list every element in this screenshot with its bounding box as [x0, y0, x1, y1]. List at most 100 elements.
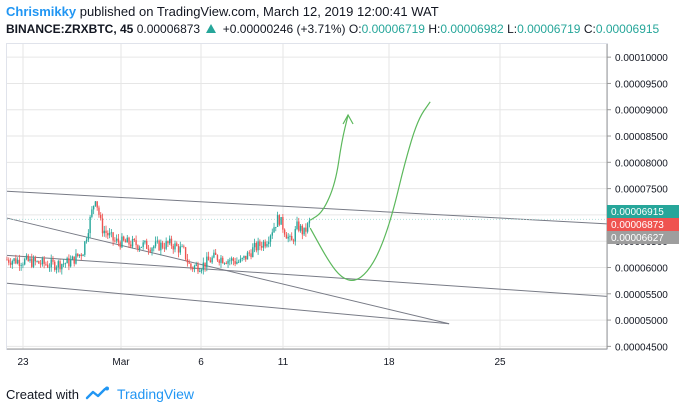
- candle-body: [87, 233, 90, 240]
- candle-body: [239, 258, 242, 262]
- price-change: +0.00000246 (+3.71%): [222, 22, 346, 36]
- symbol-label: BINANCE:ZRXBTC, 45: [6, 22, 134, 36]
- published-text: published on TradingView.com, March 12, …: [79, 4, 439, 19]
- candle-body: [20, 265, 22, 266]
- candle-body: [38, 261, 40, 264]
- candle-body: [190, 263, 192, 268]
- candle-body: [283, 229, 286, 235]
- low-label: L:: [507, 22, 518, 36]
- candle-body: [133, 239, 136, 241]
- candle-body: [213, 252, 215, 258]
- y-tick-label: 0.00008000: [615, 158, 668, 169]
- candle-body: [246, 252, 249, 260]
- candle-body: [298, 221, 300, 231]
- candle-body: [186, 259, 189, 263]
- candle-body: [188, 262, 190, 264]
- candle-body: [25, 255, 28, 260]
- candle-body: [291, 236, 293, 241]
- price-tag-label: 0.00006627: [611, 233, 664, 244]
- candle-body: [260, 245, 263, 248]
- trendlines: [6, 190, 608, 325]
- candle-body: [18, 259, 21, 266]
- candle-body: [23, 259, 26, 265]
- candle-body: [77, 253, 79, 256]
- candle-body: [119, 242, 121, 248]
- candle-body: [275, 226, 277, 228]
- candle-body: [308, 220, 311, 224]
- candle-body: [96, 201, 98, 208]
- candle-body: [11, 261, 14, 265]
- candle-body: [227, 260, 229, 264]
- candle-body: [22, 264, 24, 266]
- candle-body: [112, 232, 114, 241]
- candle-body: [197, 264, 199, 272]
- candle-body: [232, 258, 235, 262]
- candle-body: [91, 209, 93, 217]
- y-tick-label: 0.00010000: [615, 53, 668, 64]
- candle-body: [282, 217, 284, 230]
- candle-body: [176, 243, 178, 247]
- candle-body: [27, 255, 29, 261]
- candle-body: [29, 258, 31, 261]
- footer: Created with TradingView: [6, 386, 194, 402]
- candle-body: [55, 267, 58, 270]
- candle-body: [299, 225, 302, 231]
- candle-body: [80, 254, 82, 257]
- candle-body: [13, 258, 15, 262]
- x-tick-label: 18: [383, 357, 395, 368]
- candle-body: [146, 240, 148, 249]
- candle-body: [59, 261, 61, 270]
- candle-body: [255, 242, 258, 251]
- candle-body: [184, 247, 187, 260]
- candle-body: [64, 263, 67, 265]
- candle-body: [269, 235, 272, 242]
- x-tick-label: 6: [198, 357, 204, 368]
- candle-body: [285, 234, 288, 239]
- candle-body: [248, 252, 250, 254]
- candle-body: [149, 250, 151, 252]
- open-value: 0.00006719: [361, 22, 425, 36]
- trendline: [6, 282, 450, 325]
- candle-body: [195, 264, 197, 266]
- grid: [7, 44, 607, 349]
- candle-body: [183, 246, 185, 248]
- y-axis: 0.00010000 0.00009500 0.00009000 0.00008500…: [606, 44, 668, 353]
- price-tag-label: 0.00006873: [611, 220, 664, 231]
- candle-body: [57, 261, 59, 268]
- candle-body: [163, 247, 166, 249]
- candle-body: [154, 241, 157, 247]
- candle-body: [130, 244, 132, 247]
- price-tag-label: 0.00006915: [611, 207, 664, 218]
- candle-body: [225, 262, 227, 264]
- candle-body: [156, 240, 159, 242]
- low-value: 0.00006719: [517, 22, 581, 36]
- candle-body: [100, 214, 102, 219]
- candle-body: [305, 227, 307, 232]
- candle-body: [52, 259, 54, 262]
- candle-body: [170, 238, 173, 246]
- candle-body: [259, 241, 261, 246]
- candle-body: [94, 201, 97, 206]
- y-tick-label: 0.00005000: [615, 316, 668, 327]
- candle-body: [131, 239, 134, 247]
- candle-body: [179, 246, 182, 253]
- candle-body: [54, 261, 56, 270]
- candle-body: [8, 259, 10, 263]
- candle-body: [50, 259, 52, 268]
- candle-body: [153, 246, 155, 249]
- candle-body: [218, 260, 220, 263]
- candle-body: [16, 259, 19, 264]
- candle-body: [82, 254, 84, 257]
- trendline: [6, 190, 608, 225]
- candle-body: [71, 256, 74, 260]
- candle-body: [121, 236, 123, 248]
- x-tick-label: 25: [494, 357, 506, 368]
- y-tick-label: 0.00005500: [615, 290, 668, 301]
- symbol-info: BINANCE:ZRXBTC, 45 0.00006873 +0.0000024…: [6, 22, 659, 36]
- tradingview-brand[interactable]: TradingView: [116, 386, 195, 402]
- candle-body: [287, 236, 289, 239]
- author-link[interactable]: Chrismikky: [6, 4, 77, 19]
- candle-body: [105, 230, 107, 234]
- candle-body: [9, 262, 12, 265]
